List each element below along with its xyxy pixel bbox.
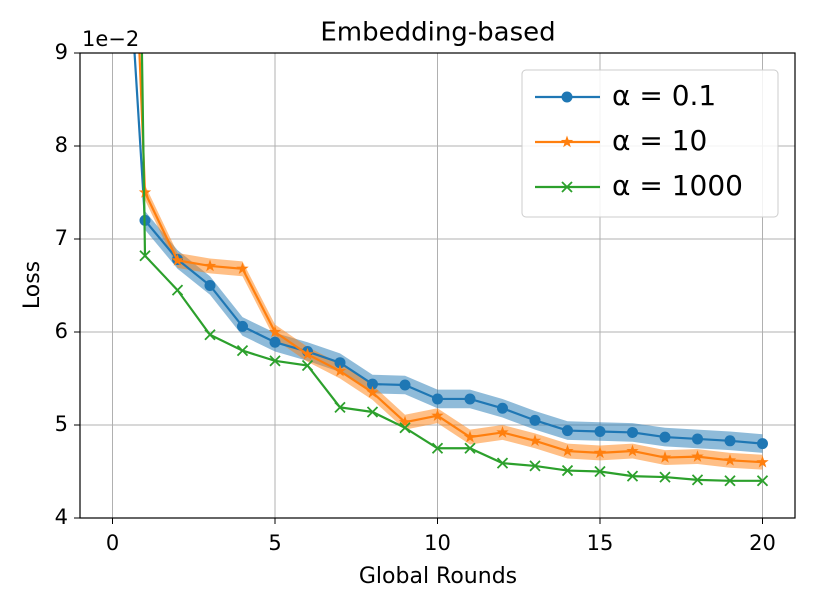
marker [333, 364, 347, 377]
x-tick-label: 0 [106, 531, 119, 555]
marker [723, 453, 737, 466]
marker [528, 434, 542, 447]
y-axis-label: Loss [20, 261, 45, 309]
marker [691, 474, 704, 486]
marker [560, 135, 574, 148]
y-tick-label: 5 [55, 412, 68, 436]
marker [561, 464, 574, 477]
marker [692, 433, 703, 445]
marker [562, 425, 573, 437]
marker [334, 401, 346, 413]
marker [724, 475, 736, 487]
x-tick-label: 15 [587, 531, 614, 555]
marker [139, 250, 151, 262]
marker [594, 426, 606, 438]
marker [399, 379, 411, 391]
marker [496, 425, 509, 438]
marker [561, 181, 573, 193]
marker [269, 355, 281, 367]
marker [366, 385, 379, 398]
marker [236, 344, 249, 357]
marker [398, 415, 412, 428]
marker [334, 357, 346, 369]
marker [236, 262, 249, 275]
marker [626, 470, 639, 482]
plot-frame [79, 52, 796, 519]
marker [171, 284, 184, 296]
y-tick-label: 6 [55, 319, 68, 343]
marker [431, 409, 444, 421]
marker [496, 457, 509, 469]
marker [268, 325, 282, 338]
marker [529, 414, 541, 426]
plot-area [133, 53, 769, 487]
y-tick-label: 4 [55, 505, 68, 529]
marker [497, 402, 508, 414]
marker [171, 253, 184, 266]
marker [594, 465, 606, 478]
marker [204, 280, 216, 291]
marker [399, 422, 411, 434]
marker [691, 450, 704, 462]
marker [659, 471, 671, 483]
marker [756, 455, 769, 468]
legend-label: α = 0.1 [612, 79, 716, 112]
y-offset-label: 1e−2 [82, 27, 139, 51]
marker [367, 378, 378, 390]
y-tick-label: 8 [55, 133, 68, 157]
marker [269, 336, 281, 348]
marker [464, 442, 476, 454]
marker [463, 430, 477, 443]
marker [432, 393, 443, 405]
marker [301, 359, 314, 372]
chart-title: Embedding-based [320, 18, 555, 48]
marker [627, 426, 638, 438]
marker [203, 259, 217, 272]
marker [757, 438, 768, 450]
marker [561, 91, 573, 103]
marker [204, 329, 216, 341]
x-tick-label: 10 [424, 531, 451, 555]
marker [237, 320, 248, 332]
marker [756, 475, 769, 487]
y-tick-label: 9 [55, 40, 68, 64]
marker [659, 431, 671, 443]
marker [658, 451, 672, 463]
marker [724, 435, 736, 447]
x-tick-label: 20 [749, 531, 776, 555]
marker [464, 393, 476, 405]
x-tick-label: 5 [268, 531, 281, 555]
marker [366, 406, 379, 418]
x-axis-label: Global Rounds [359, 564, 517, 589]
marker [561, 444, 574, 457]
legend-box [521, 69, 779, 218]
marker [301, 347, 314, 360]
error-band [133, 53, 763, 453]
marker [529, 460, 541, 472]
marker [431, 442, 444, 454]
legend-label: α = 1000 [612, 169, 743, 202]
y-tick-label: 7 [55, 226, 68, 250]
legend-label: α = 10 [612, 124, 707, 157]
marker [626, 444, 639, 457]
marker [593, 446, 607, 459]
